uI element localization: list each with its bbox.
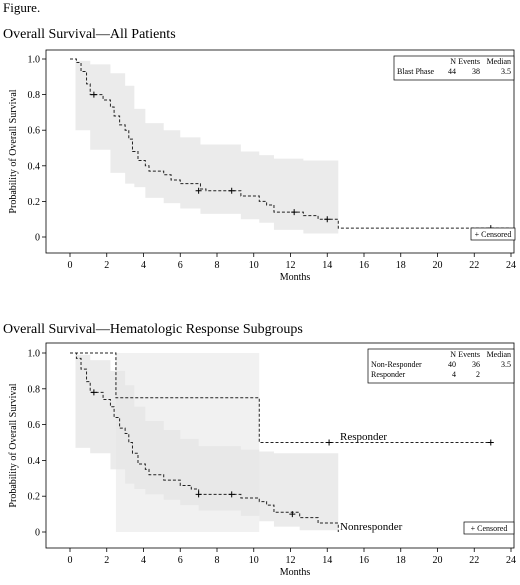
censor-mark <box>195 491 202 498</box>
x-tick-label: 14 <box>322 260 332 271</box>
censored-key-label: + Censored <box>475 230 512 239</box>
legend-cell-median: 3.5 <box>501 360 511 369</box>
plot-frame <box>45 342 515 549</box>
x-tick-label: 8 <box>215 260 220 271</box>
x-tick-label: 2 <box>104 260 109 271</box>
censor-mark <box>228 187 235 194</box>
chart-title: Overall Survival—All Patients <box>3 27 176 42</box>
x-tick-label: 4 <box>141 260 146 271</box>
legend-cell-events: 36 <box>472 360 480 369</box>
chart-response-subgroups: Overall Survival—Hematologic Response Su… <box>3 322 516 578</box>
curve-annotation-nonresponder: Nonresponder <box>340 521 403 533</box>
censor-mark <box>289 511 296 518</box>
survival-curve-nonresponder <box>70 352 339 532</box>
legend-cell-n: 4 <box>452 370 456 379</box>
legend-cell-events: 2 <box>476 370 480 379</box>
censor-mark <box>324 216 331 223</box>
x-tick-label: 18 <box>396 260 406 271</box>
x-tick-label: 20 <box>433 260 443 271</box>
x-tick-label: 12 <box>286 260 296 271</box>
confidence-band <box>70 59 339 237</box>
legend-row-label: Blast Phase <box>397 67 435 76</box>
x-tick-label: 6 <box>178 260 183 271</box>
censored-key-box <box>463 521 515 535</box>
y-tick-label: 0.6 <box>28 420 41 431</box>
survival-curve-blast-phase <box>70 58 511 229</box>
y-tick-label: 0.8 <box>28 384 41 395</box>
x-tick-label: 8 <box>215 555 220 566</box>
legend-row-label: Responder <box>371 370 406 379</box>
figure-label: Figure. <box>3 0 40 15</box>
censor-mark <box>90 389 97 396</box>
y-tick-label: 0.2 <box>28 197 41 208</box>
x-tick-label: 10 <box>249 260 259 271</box>
censored-key-box <box>470 227 516 241</box>
x-tick-label: 4 <box>141 555 146 566</box>
x-tick-label: 18 <box>396 555 406 566</box>
x-tick-label: 0 <box>68 555 73 566</box>
y-tick-label: 0.2 <box>28 492 41 503</box>
y-tick-label: 0 <box>35 233 40 244</box>
x-axis-label: Months <box>280 272 311 283</box>
y-axis-label: Probability of Overall Survival <box>8 383 19 507</box>
censor-mark <box>291 209 298 216</box>
x-tick-label: 22 <box>469 260 479 271</box>
plot-frame <box>45 49 515 254</box>
curve-annotation-responder: Responder <box>340 431 387 443</box>
legend-header: Median <box>487 57 511 66</box>
legend-cell-events: 38 <box>472 67 480 76</box>
x-tick-label: 12 <box>286 555 296 566</box>
chart-title: Overall Survival—Hematologic Response Su… <box>3 322 303 337</box>
x-tick-label: 24 <box>506 260 516 271</box>
y-axis-label: Probability of Overall Survival <box>8 89 19 213</box>
censor-mark <box>228 491 235 498</box>
legend-box <box>393 55 515 81</box>
x-tick-label: 20 <box>433 555 443 566</box>
x-tick-label: 16 <box>359 260 369 271</box>
legend-header: N <box>450 57 456 66</box>
legend-box <box>367 348 515 384</box>
censored-key-label: + Censored <box>471 524 508 533</box>
x-tick-label: 0 <box>68 260 73 271</box>
legend-header: N <box>450 350 456 359</box>
y-tick-label: 0.4 <box>28 456 41 467</box>
confidence-band <box>70 353 339 532</box>
x-tick-label: 24 <box>506 555 516 566</box>
y-tick-label: 1.0 <box>28 349 41 360</box>
censor-mark <box>326 439 333 446</box>
chart-all-patients: Overall Survival—All Patients 0 0.2 0.4 0.6 0… <box>3 27 516 283</box>
censor-mark <box>90 91 97 98</box>
y-tick-label: 0.8 <box>28 90 41 101</box>
y-tick-label: 0.4 <box>28 161 41 172</box>
legend-header: Events <box>458 350 480 359</box>
y-tick-label: 0.6 <box>28 126 41 137</box>
y-tick-label: 1.0 <box>28 55 41 66</box>
legend-cell-n: 40 <box>448 360 456 369</box>
legend-cell-n: 44 <box>448 67 456 76</box>
x-tick-label: 14 <box>322 555 332 566</box>
x-tick-label: 6 <box>178 555 183 566</box>
x-tick-label: 16 <box>359 555 369 566</box>
x-tick-label: 22 <box>469 555 479 566</box>
legend-header: Median <box>487 350 511 359</box>
y-tick-label: 0 <box>35 528 40 539</box>
legend-row-label: Non-Responder <box>371 360 422 369</box>
censor-mark <box>195 187 202 194</box>
x-axis-label: Months <box>280 567 311 578</box>
survival-curve-responder <box>70 352 493 443</box>
x-tick-label: 2 <box>104 555 109 566</box>
legend-header: Events <box>458 57 480 66</box>
x-tick-label: 10 <box>249 555 259 566</box>
censor-mark <box>487 439 494 446</box>
legend-cell-median: 3.5 <box>501 67 511 76</box>
